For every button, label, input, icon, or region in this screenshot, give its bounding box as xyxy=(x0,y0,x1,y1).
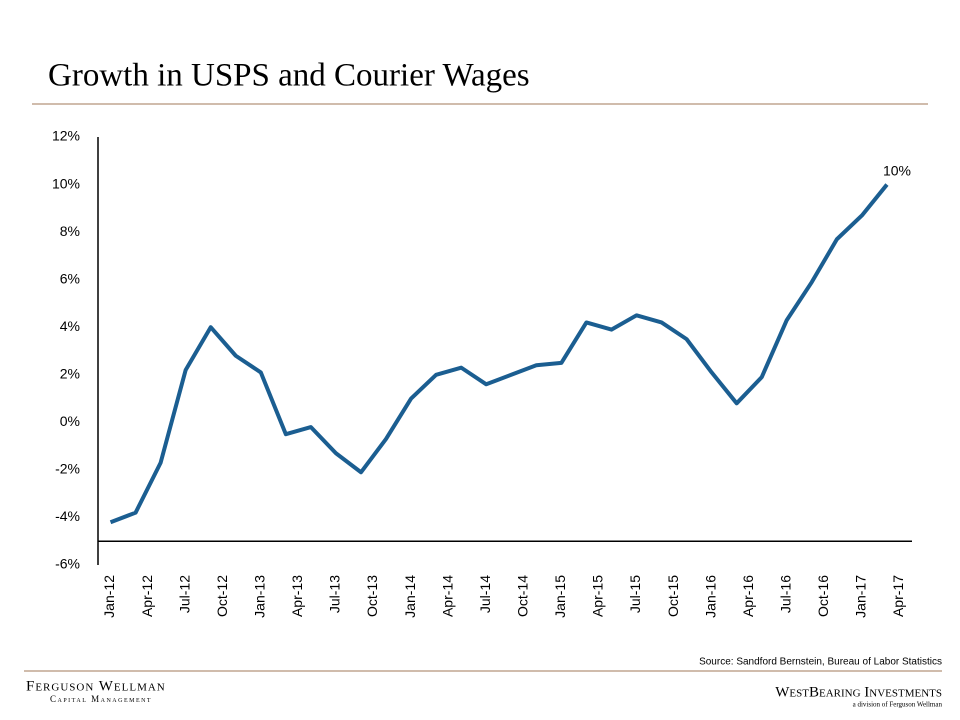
x-tick-label: Apr-15 xyxy=(590,575,606,617)
x-tick-label: Apr-13 xyxy=(289,575,305,617)
x-tick-label: Jan-17 xyxy=(853,575,869,618)
x-tick-label: Oct-12 xyxy=(214,575,230,617)
x-tick-label: Apr-17 xyxy=(890,575,906,617)
x-tick-label: Jan-15 xyxy=(552,575,568,618)
logo-sub: Capital Management xyxy=(50,694,152,704)
y-tick-label: 4% xyxy=(60,318,80,334)
x-tick-label: Oct-14 xyxy=(514,575,530,617)
x-tick-label: Jan-12 xyxy=(101,575,117,618)
x-tick-label: Jul-15 xyxy=(627,575,643,613)
y-tick-label: 8% xyxy=(60,223,80,239)
x-tick-label: Jul-12 xyxy=(176,575,192,613)
y-tick-label: -4% xyxy=(55,508,80,524)
x-tick-label: Jan-14 xyxy=(402,575,418,618)
x-tick-label: Jan-13 xyxy=(252,575,268,618)
x-tick-label: Oct-16 xyxy=(815,575,831,617)
y-tick-label: -2% xyxy=(55,461,80,477)
x-tick-label: Apr-16 xyxy=(740,575,756,617)
data-label: 10% xyxy=(883,162,911,178)
chart-title: Growth in USPS and Courier Wages xyxy=(48,58,530,94)
y-tick-label: 2% xyxy=(60,365,80,381)
logo-name: WestBearing Investments xyxy=(775,684,942,700)
x-tick-label: Apr-14 xyxy=(439,575,455,617)
y-tick-label: 0% xyxy=(60,413,80,429)
y-tick-label: 10% xyxy=(52,175,80,191)
x-tick-label: Jul-14 xyxy=(477,575,493,613)
x-tick-label: Oct-15 xyxy=(665,575,681,617)
x-tick-label: Oct-13 xyxy=(364,575,380,617)
x-tick-label: Jul-13 xyxy=(327,575,343,613)
source-note: Source: Sandford Bernstein, Bureau of La… xyxy=(699,657,942,668)
x-tick-label: Jul-16 xyxy=(777,575,793,613)
logo-sub: a division of Ferguson Wellman xyxy=(853,701,943,709)
y-tick-label: 6% xyxy=(60,270,80,286)
logo-name: Ferguson Wellman xyxy=(26,678,166,694)
x-tick-label: Jan-16 xyxy=(702,575,718,618)
y-tick-label: -6% xyxy=(55,556,80,572)
x-tick-label: Apr-12 xyxy=(139,575,155,617)
data-line xyxy=(109,183,889,525)
y-tick-label: 12% xyxy=(52,128,80,144)
